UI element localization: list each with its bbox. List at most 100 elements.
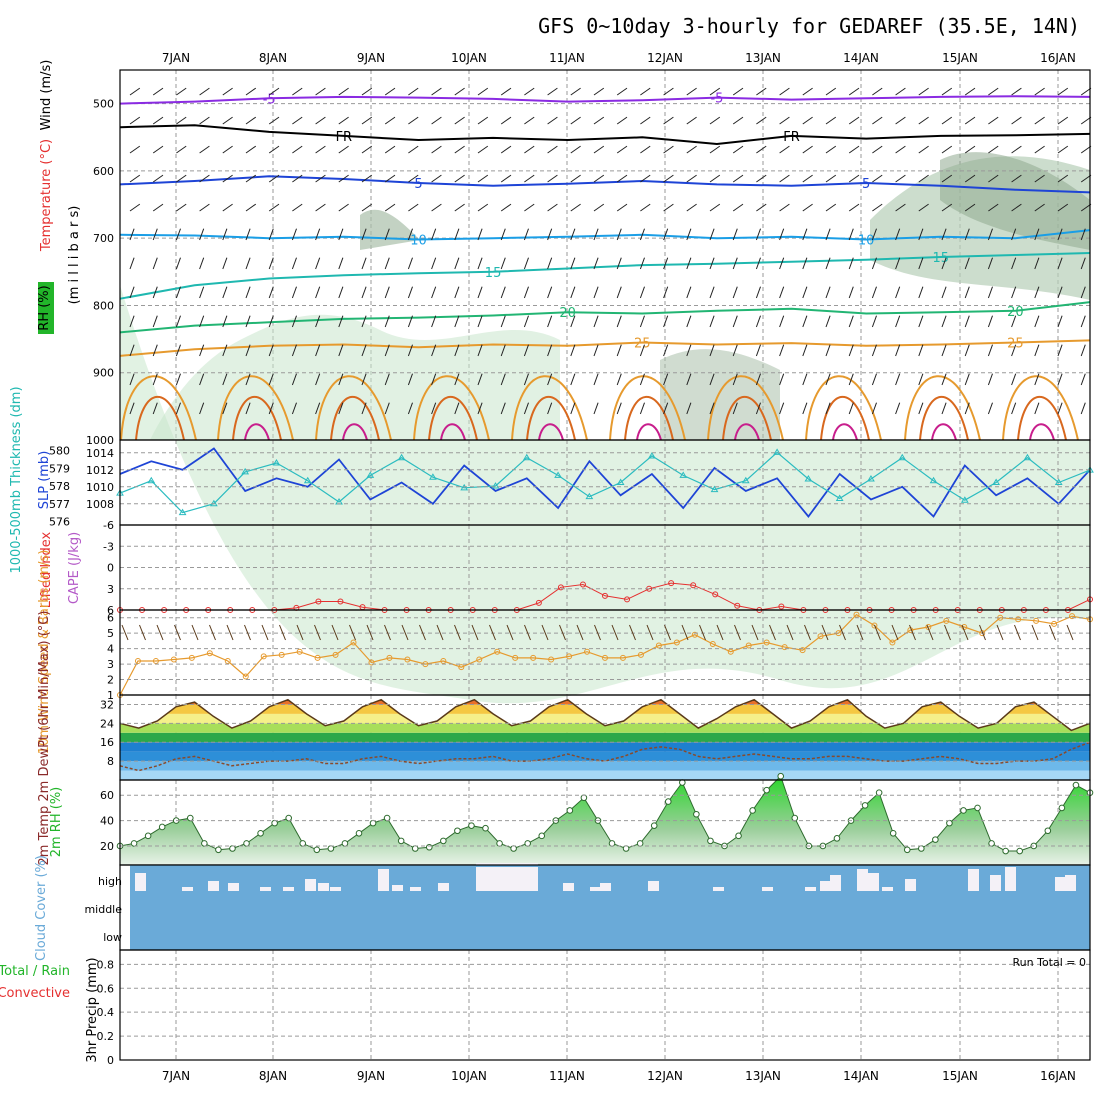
- rh-axis-label: RH (%): [37, 285, 52, 330]
- wind-barb: [454, 257, 460, 270]
- wind-barb: [199, 87, 210, 96]
- surface-wind-barb: [734, 624, 741, 641]
- series-point: [988, 840, 995, 847]
- isotherm-FR: [119, 124, 1091, 146]
- wind-barb: [315, 402, 321, 415]
- series-point: [1044, 827, 1052, 835]
- wind-barb: [524, 145, 535, 154]
- high-cloud-bar: [182, 887, 193, 891]
- wind-barb: [245, 286, 251, 299]
- series-point: [712, 591, 719, 598]
- surface-wind-barb: [156, 624, 164, 641]
- wind-barb: [338, 174, 349, 183]
- wind-barb: [825, 174, 837, 183]
- wind-barb: [872, 116, 883, 125]
- wind-barb: [941, 344, 947, 357]
- wind-barb: [871, 315, 877, 328]
- wind-barb: [338, 116, 349, 125]
- series-point: [188, 654, 195, 661]
- isotherm-label: 20: [559, 306, 576, 321]
- wind-barb: [686, 373, 692, 386]
- temp2m-panel: 8 16 24 32: [100, 694, 1091, 781]
- wind-barb: [477, 402, 483, 415]
- series-point: [580, 794, 588, 802]
- date-label-top: 10JAN: [451, 51, 487, 65]
- wind-barb: [732, 174, 744, 183]
- wind-barb: [129, 203, 141, 212]
- high-cloud-bar: [600, 883, 611, 891]
- wind-barb: [639, 228, 645, 241]
- slp-tick: 1010: [86, 481, 114, 494]
- wind-barb: [639, 344, 645, 357]
- wind-barb: [802, 373, 808, 386]
- wind-barb: [756, 174, 767, 183]
- wind-barb: [848, 87, 860, 96]
- wind-barb: [802, 402, 808, 415]
- hot-contour: [734, 423, 760, 441]
- wind-barb: [199, 145, 210, 154]
- series-point: [693, 810, 700, 818]
- cloud-axis-label: Cloud Cover (%): [34, 855, 49, 961]
- wind-barb: [848, 228, 854, 241]
- wind-barb: [825, 402, 831, 415]
- wind-barb: [477, 228, 483, 241]
- series-point: [144, 832, 152, 840]
- temp-tick: 24: [100, 717, 114, 730]
- pressure-tick: 600: [93, 165, 114, 178]
- wind-barb: [686, 402, 692, 415]
- wind-barb: [941, 286, 947, 299]
- surface-wind-barb: [261, 624, 269, 641]
- surface-wind-barb: [891, 624, 899, 641]
- wind-barb: [686, 228, 692, 241]
- wind-barb: [175, 402, 181, 415]
- wind-barb: [222, 315, 228, 328]
- wind-barb: [964, 373, 970, 386]
- wind-barb: [755, 257, 761, 270]
- wind-barb: [964, 87, 976, 96]
- surface-wind-barb: [856, 624, 864, 641]
- wind-barb: [987, 257, 993, 270]
- series-point: [734, 602, 741, 609]
- warm-contour: [511, 375, 588, 441]
- wind-barb: [941, 203, 953, 212]
- wind-barb: [756, 87, 767, 96]
- high-cloud-bar: [378, 869, 389, 891]
- wind-barb: [315, 315, 321, 328]
- high-cloud-bar: [868, 873, 879, 891]
- series-point: [763, 639, 770, 646]
- wind-barb: [1011, 257, 1017, 270]
- wind-barb: [431, 315, 437, 328]
- panel-frame: [119, 949, 1091, 1061]
- warm-contour: [919, 395, 969, 441]
- wind-barb: [547, 373, 553, 386]
- wind-barb: [384, 87, 396, 96]
- wind-barb: [291, 315, 297, 328]
- isotherm-label: FR: [336, 130, 353, 145]
- li-tick: -6: [103, 519, 114, 532]
- wind-barb: [639, 315, 645, 328]
- wind-barb: [918, 116, 929, 125]
- li-tick: 6: [107, 604, 114, 617]
- wind-barb: [663, 344, 669, 357]
- wind-barb: [848, 315, 854, 328]
- high-cloud-bar: [476, 863, 538, 891]
- wind-barb: [152, 228, 158, 241]
- wind-barb: [129, 87, 141, 96]
- wind-barb: [593, 228, 599, 241]
- series-point: [773, 448, 781, 455]
- wind-barb: [709, 286, 715, 299]
- wind-barb: [802, 286, 808, 299]
- wind-barb: [500, 402, 506, 415]
- wind-barb: [175, 373, 181, 386]
- surface-wind-barb: [524, 624, 531, 641]
- high-cloud-bar: [260, 887, 271, 891]
- series-line-slp: [119, 447, 1091, 518]
- high-cloud-bar: [1055, 877, 1066, 891]
- surface-wind-barb: [226, 624, 234, 641]
- wind-barb: [129, 145, 141, 154]
- high-cloud-bar: [990, 875, 1001, 891]
- series-point: [476, 656, 483, 663]
- wind-barb: [454, 315, 460, 328]
- wind-barb: [361, 286, 367, 299]
- wind-barb: [431, 87, 442, 96]
